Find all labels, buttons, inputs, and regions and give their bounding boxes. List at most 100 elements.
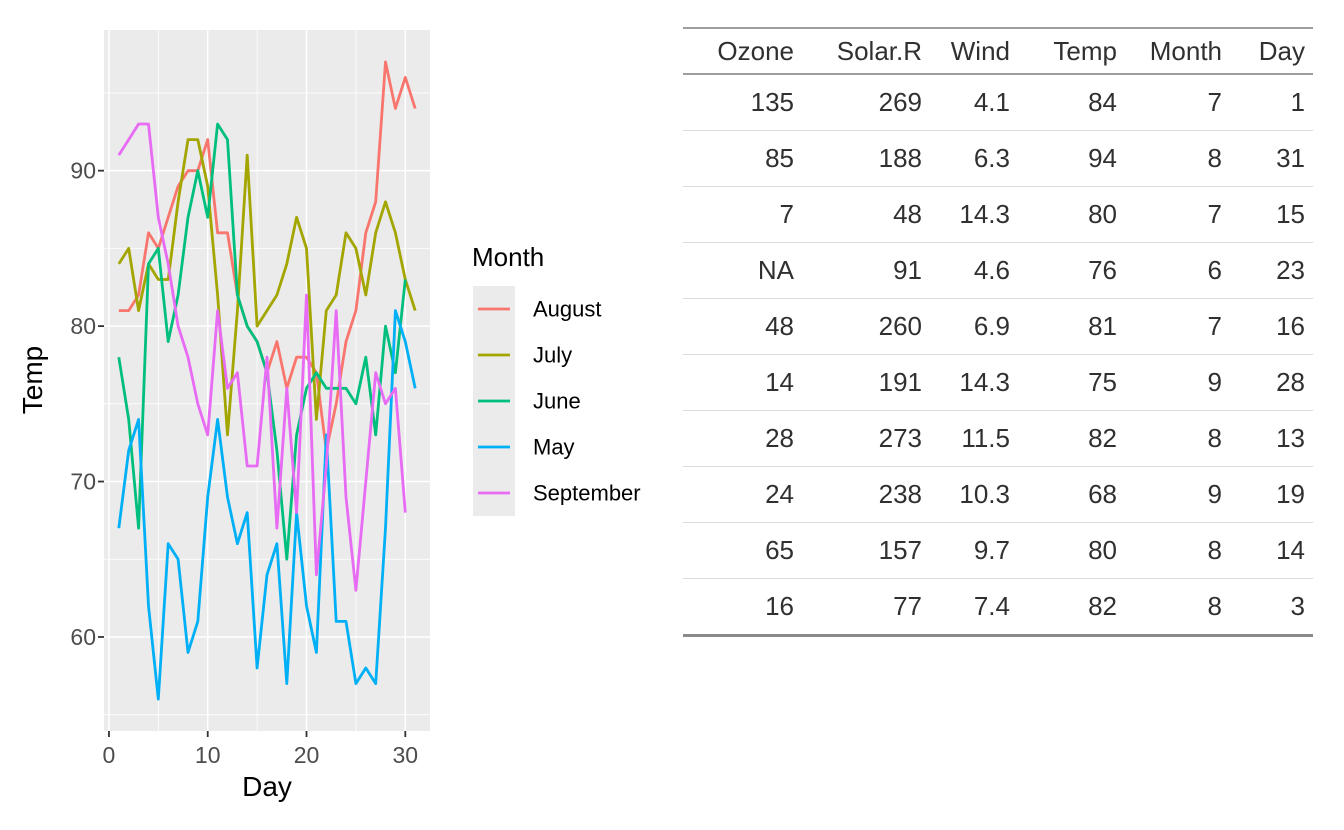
series-line-may [117,309,417,701]
table-cell: 135 [750,87,794,117]
table-cell: 6 [1121,242,1226,299]
table-cell: 10.3 [926,466,1014,523]
column-header-month: Month [1121,28,1226,75]
table-cell: 76 [1014,242,1121,299]
column-header-temp: Temp [1014,28,1121,75]
table-cell: 14.3 [926,354,1014,411]
table-row: 85 188 6.3 94 8 31 [683,130,1313,187]
table-cell: 24 [683,466,798,523]
y-tick-label: 70 [70,469,96,495]
column-header-solar-r: Solar.R [798,28,926,75]
table-row: 7 48 14.3 80 7 15 [683,186,1313,243]
table-cell: 4.6 [926,242,1014,299]
table-cell: 75 [1014,354,1121,411]
table-row: 65 157 9.7 80 8 14 [683,522,1313,579]
table-cell: 28 [683,410,798,467]
table-cell: 7 [1121,186,1226,243]
table-row: 48 260 6.9 81 7 16 [683,298,1313,355]
legend-label-september: September [533,481,641,506]
table-cell: NA [683,242,798,299]
table-cell: 84 [1088,87,1117,117]
series-line-september [117,122,407,592]
y-tick-label: 90 [70,158,96,184]
column-header-ozone: Ozone [683,28,798,75]
table-cell: 191 [798,354,926,411]
table-cell: 82 [1014,410,1121,467]
table-cell: 7 [683,186,798,243]
x-tick-label: 0 [103,742,116,768]
table-cell: 238 [798,466,926,523]
column-header-day: Day [1226,28,1313,75]
table-cell: 65 [683,522,798,579]
table-cell: 85 [683,130,798,187]
table-cell: 11.5 [926,410,1014,467]
column-header-wind: Wind [926,28,1014,75]
temp-by-day-line-chart: 0 10 20 30 60 70 80 90 Day Temp Month August July Jun… [17,30,641,802]
table-cell: 14 [683,354,798,411]
table-cell: 23 [1226,242,1313,299]
x-axis-title: Day [242,771,292,802]
table-cell: 48 [683,298,798,355]
table-cell: 3 [1226,578,1313,636]
table-cell: 9 [1121,466,1226,523]
table-cell: 9.7 [926,522,1014,579]
table-cell: 16 [1226,298,1313,355]
data-table: Ozone Solar.R Wind Temp Month Day 135 269 4.1 84… [683,27,1313,637]
table-cell: 14.3 [926,186,1014,243]
table-row: 14 191 14.3 75 9 28 [683,354,1313,411]
table-cell: 273 [798,410,926,467]
table-row: 24 238 10.3 68 9 19 [683,466,1313,523]
table-row: 135 269 4.1 84 7 1 [683,74,1313,131]
series-line-june [117,122,407,561]
table-cell: 6.3 [926,130,1014,187]
x-tick-label: 20 [294,742,320,768]
legend-label-august: August [533,297,602,322]
table-cell: 31 [1226,130,1313,187]
y-tick-label: 60 [70,624,96,650]
table-cell: 80 [1014,186,1121,243]
table-cell: 81 [1014,298,1121,355]
table-cell: 80 [1014,522,1121,579]
table-cell: 16 [683,578,798,636]
table-cell: 4.1 [973,87,1010,117]
table-cell: 14 [1226,522,1313,579]
x-tick-label: 10 [195,742,221,768]
table-cell: 19 [1226,466,1313,523]
table-cell: 7.4 [926,578,1014,636]
table-cell: 15 [1226,186,1313,243]
legend-title: Month [472,242,544,272]
table-cell: 8 [1121,578,1226,636]
x-tick-label: 30 [393,742,419,768]
table-cell: 9 [1121,354,1226,411]
table-cell: 7 [1207,87,1222,117]
table-cell: 82 [1014,578,1121,636]
ggplot-line-chart-svg: 0 10 20 30 60 70 80 90 Day Temp Month August July Jun… [17,30,641,802]
y-tick-label: 80 [70,313,96,339]
table-cell: 6.9 [926,298,1014,355]
legend-label-july: July [533,343,572,368]
table-cell: 77 [798,578,926,636]
table-cell: 269 [878,87,922,117]
table-cell: 13 [1226,410,1313,467]
series-line-july [117,138,417,437]
table-cell: 8 [1121,130,1226,187]
table-row: 28 273 11.5 82 8 13 [683,410,1313,467]
legend-label-may: May [533,435,575,460]
table-cell: 157 [798,522,926,579]
table-cell: 28 [1226,354,1313,411]
table-cell: 8 [1121,410,1226,467]
table-cell: 91 [798,242,926,299]
table-cell: 7 [1121,298,1226,355]
table-cell: 260 [798,298,926,355]
table-cell: 48 [798,186,926,243]
table-cell: 94 [1014,130,1121,187]
y-axis-title: Temp [17,346,48,414]
table-cell: 188 [798,130,926,187]
table-cell: 1 [1290,87,1305,117]
legend-label-june: June [533,389,581,414]
table-row: NA 91 4.6 76 6 23 [683,242,1313,299]
table-cell: 8 [1121,522,1226,579]
table-row: 16 77 7.4 82 8 3 [683,578,1313,636]
table-header-row: Ozone Solar.R Wind Temp Month Day [683,28,1313,75]
